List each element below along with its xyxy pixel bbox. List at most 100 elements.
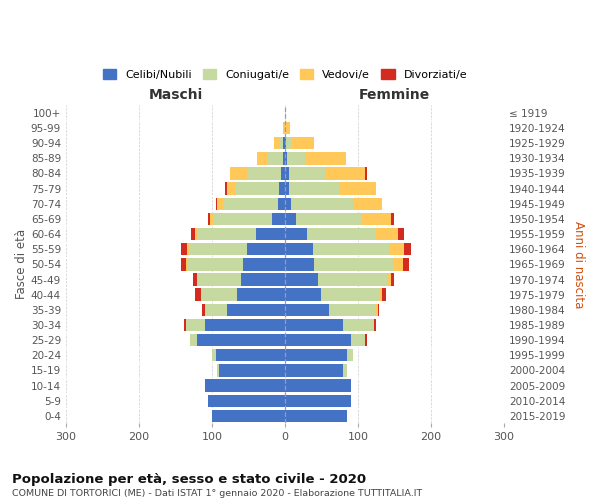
Bar	[272, 212, 285, 225]
Bar	[223, 198, 278, 210]
Bar	[256, 228, 285, 240]
Bar	[285, 319, 343, 331]
Bar	[191, 228, 195, 240]
Bar	[268, 152, 283, 164]
Bar	[181, 258, 187, 270]
Bar	[318, 274, 387, 285]
Bar	[225, 182, 227, 195]
Bar	[212, 349, 215, 362]
Bar	[353, 198, 382, 210]
Bar	[230, 167, 248, 179]
Legend: Celibi/Nubili, Coniugati/e, Vedovi/e, Divorziati/e: Celibi/Nubili, Coniugati/e, Vedovi/e, Di…	[98, 64, 472, 84]
Bar	[281, 167, 285, 179]
Bar	[374, 319, 376, 331]
Bar	[190, 334, 197, 346]
Bar	[283, 137, 285, 149]
Bar	[238, 288, 285, 301]
Text: COMUNE DI TORTORICI (ME) - Dati ISTAT 1° gennaio 2020 - Elaborazione TUTTITALIA.: COMUNE DI TORTORICI (ME) - Dati ISTAT 1°…	[12, 489, 422, 498]
Bar	[404, 243, 411, 256]
Bar	[313, 243, 389, 256]
Bar	[248, 167, 281, 179]
Bar	[285, 258, 314, 270]
Bar	[285, 380, 350, 392]
Bar	[343, 319, 373, 331]
Bar	[181, 243, 187, 256]
Bar	[286, 137, 292, 149]
Bar	[214, 212, 272, 225]
Bar	[292, 137, 314, 149]
Bar	[242, 258, 285, 270]
Bar	[387, 274, 391, 285]
Bar	[287, 152, 305, 164]
Bar	[285, 243, 313, 256]
Bar	[285, 334, 350, 346]
Bar	[380, 288, 382, 301]
Bar	[286, 122, 290, 134]
Bar	[283, 122, 285, 134]
Bar	[274, 137, 280, 149]
Bar	[197, 334, 285, 346]
Bar	[285, 410, 347, 422]
Bar	[280, 137, 283, 149]
Bar	[285, 212, 296, 225]
Bar	[285, 288, 322, 301]
Text: Femmine: Femmine	[359, 88, 430, 102]
Bar	[202, 304, 205, 316]
Bar	[285, 122, 286, 134]
Bar	[285, 394, 350, 407]
Bar	[205, 304, 227, 316]
Y-axis label: Anni di nascita: Anni di nascita	[572, 220, 585, 308]
Bar	[362, 212, 391, 225]
Bar	[329, 304, 376, 316]
Text: Maschi: Maschi	[148, 88, 203, 102]
Y-axis label: Fasce di età: Fasce di età	[15, 230, 28, 300]
Bar	[208, 394, 285, 407]
Bar	[291, 198, 353, 210]
Bar	[227, 304, 285, 316]
Bar	[187, 258, 188, 270]
Bar	[278, 198, 285, 210]
Bar	[193, 274, 197, 285]
Bar	[210, 212, 214, 225]
Bar	[285, 364, 343, 376]
Bar	[285, 349, 347, 362]
Bar	[197, 274, 241, 285]
Bar	[217, 364, 219, 376]
Bar	[217, 198, 223, 210]
Bar	[391, 274, 394, 285]
Bar	[394, 258, 403, 270]
Bar	[285, 304, 329, 316]
Bar	[296, 212, 362, 225]
Bar	[215, 198, 217, 210]
Bar	[241, 274, 285, 285]
Bar	[247, 243, 285, 256]
Bar	[279, 182, 285, 195]
Bar	[322, 288, 380, 301]
Bar	[188, 243, 247, 256]
Bar	[289, 182, 340, 195]
Bar	[187, 319, 205, 331]
Bar	[184, 319, 187, 331]
Bar	[197, 228, 256, 240]
Bar	[187, 243, 188, 256]
Bar	[314, 258, 394, 270]
Bar	[235, 182, 279, 195]
Bar	[376, 304, 377, 316]
Bar	[212, 410, 285, 422]
Bar	[382, 288, 386, 301]
Bar	[285, 198, 291, 210]
Bar	[205, 380, 285, 392]
Bar	[285, 167, 289, 179]
Bar	[285, 182, 289, 195]
Bar	[219, 364, 285, 376]
Bar	[373, 319, 374, 331]
Bar	[195, 228, 197, 240]
Bar	[285, 152, 287, 164]
Bar	[325, 167, 365, 179]
Bar	[289, 167, 325, 179]
Bar	[389, 243, 404, 256]
Bar	[365, 334, 367, 346]
Bar	[376, 228, 398, 240]
Bar	[398, 228, 404, 240]
Bar	[391, 212, 394, 225]
